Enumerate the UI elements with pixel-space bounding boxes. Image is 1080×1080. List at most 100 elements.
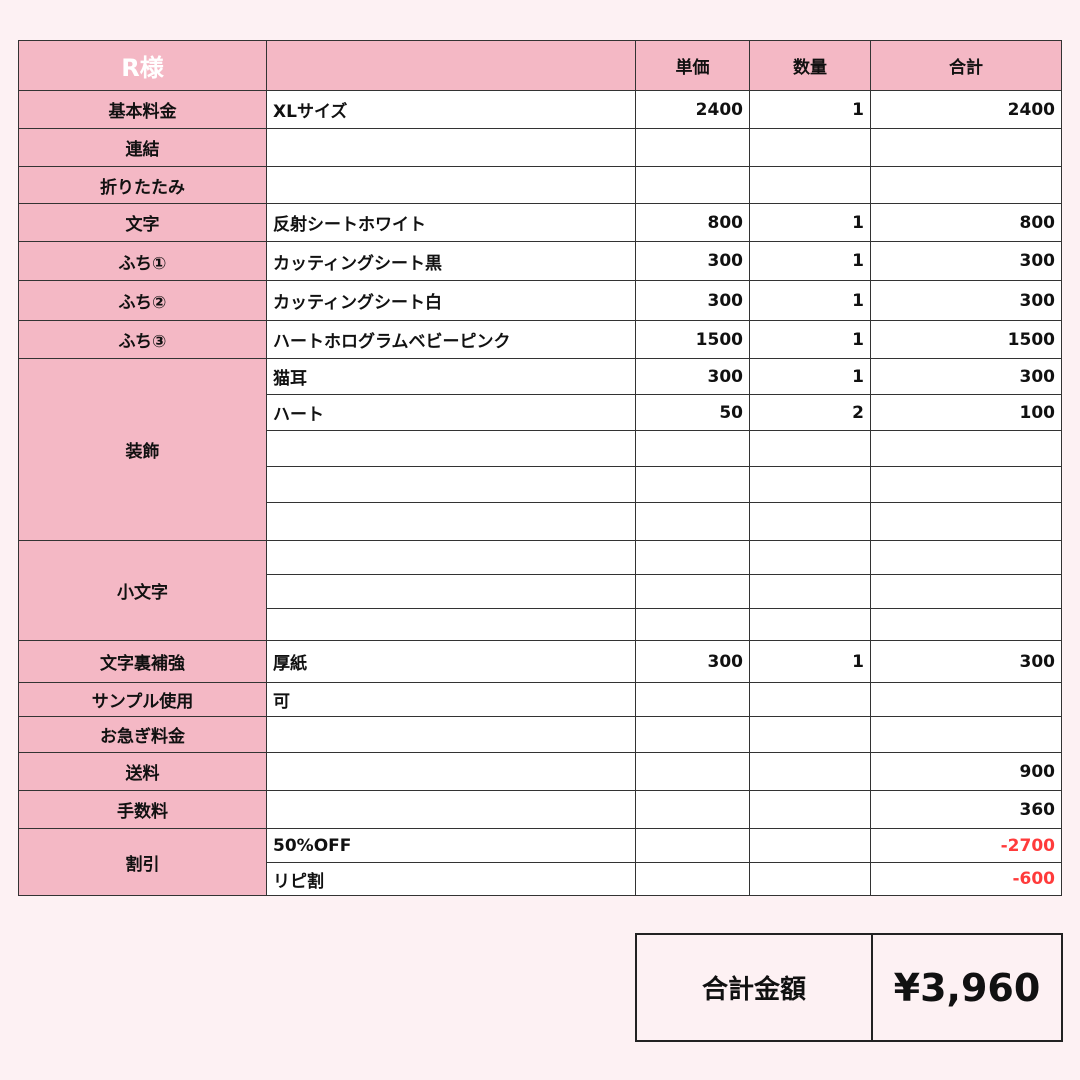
item-description: リピ割 (266, 862, 636, 896)
row-label: 割引 (18, 828, 267, 896)
grand-total-box: 合計金額 ¥3,960 (635, 933, 1063, 1042)
total-cell (870, 466, 1062, 503)
item-description (266, 166, 636, 204)
total-cell (870, 716, 1062, 753)
item-description: 50%OFF (266, 828, 636, 863)
unit-price-cell (635, 752, 750, 791)
quantity-cell: 2 (749, 394, 871, 431)
unit-price-cell (635, 540, 750, 575)
total-cell (870, 502, 1062, 541)
table-row: ふち③ ハートホログラムベビーピンク 1500 1 1500 (18, 320, 1062, 359)
quantity-cell: 1 (749, 241, 871, 281)
table-row: 連結 (18, 128, 1062, 167)
unit-price-cell: 300 (635, 640, 750, 683)
item-description (266, 466, 636, 503)
unit-price-cell (635, 682, 750, 717)
row-label: サンプル使用 (18, 682, 267, 717)
item-description: ハート (266, 394, 636, 431)
quantity-cell (749, 430, 871, 467)
unit-price-cell (635, 790, 750, 829)
total-cell: 1500 (870, 320, 1062, 359)
quantity-cell (749, 574, 871, 609)
quantity-cell (749, 166, 871, 204)
table-row: 小文字 (18, 540, 1062, 641)
header-quantity: 数量 (749, 40, 871, 91)
table-row: ふち② カッティングシート白 300 1 300 (18, 280, 1062, 321)
table-row (19, 430, 1062, 467)
quantity-cell (749, 502, 871, 541)
unit-price-cell: 2400 (635, 90, 750, 129)
table-row: 文字裏補強 厚紙 300 1 300 (18, 640, 1062, 683)
total-cell: -600 (870, 862, 1062, 896)
grand-total-label: 合計金額 (637, 935, 873, 1040)
total-cell: 900 (870, 752, 1062, 791)
unit-price-cell: 300 (635, 358, 750, 395)
item-description: 可 (266, 682, 636, 717)
row-label: お急ぎ料金 (18, 716, 267, 753)
table-row: 送料 900 (18, 752, 1062, 791)
total-cell (870, 608, 1062, 641)
total-cell: 100 (870, 394, 1062, 431)
total-cell (870, 430, 1062, 467)
item-description: XLサイズ (266, 90, 636, 129)
total-cell: 300 (870, 280, 1062, 321)
row-label: 文字 (18, 203, 267, 242)
total-cell: 2400 (870, 90, 1062, 129)
total-cell: -2700 (870, 828, 1062, 863)
total-cell (870, 682, 1062, 717)
item-description (266, 502, 636, 541)
total-cell: 360 (870, 790, 1062, 829)
unit-price-cell (635, 574, 750, 609)
quantity-cell (749, 790, 871, 829)
total-cell: 800 (870, 203, 1062, 242)
unit-price-cell (635, 166, 750, 204)
item-description (266, 608, 636, 641)
unit-price-cell (635, 716, 750, 753)
table-row (19, 466, 1062, 503)
row-label: 送料 (18, 752, 267, 791)
item-description: ハートホログラムベビーピンク (266, 320, 636, 359)
unit-price-cell (635, 502, 750, 541)
item-description: カッティングシート黒 (266, 241, 636, 281)
quantity-cell (749, 828, 871, 863)
row-label: ふち① (18, 241, 267, 281)
table-row: サンプル使用可 (18, 682, 1062, 717)
quantity-cell: 1 (749, 90, 871, 129)
unit-price-cell (635, 862, 750, 896)
item-description: 厚紙 (266, 640, 636, 683)
item-description (266, 752, 636, 791)
unit-price-cell (635, 608, 750, 641)
item-description (266, 574, 636, 609)
quantity-cell: 1 (749, 640, 871, 683)
total-cell (870, 540, 1062, 575)
table-row: リピ割 -600 (19, 862, 1062, 896)
table-row: ハート 50 2 100 (19, 394, 1062, 431)
total-cell: 300 (870, 358, 1062, 395)
total-cell (870, 166, 1062, 204)
table-row: ふち① カッティングシート黒 300 1 300 (18, 241, 1062, 281)
header-unit-price: 単価 (635, 40, 750, 91)
row-label: 装飾 (18, 358, 267, 541)
quantity-cell (749, 716, 871, 753)
item-description: 反射シートホワイト (266, 203, 636, 242)
unit-price-cell (635, 466, 750, 503)
item-description (266, 540, 636, 575)
grand-total-value: ¥3,960 (893, 965, 1041, 1010)
estimate-table: R様 単価 数量 合計 基本料金 XLサイズ 2400 1 2400 連結 折りたたみ 文字反… (18, 40, 1062, 896)
item-description: 猫耳 (266, 358, 636, 395)
row-label: ふち③ (18, 320, 267, 359)
quantity-cell (749, 862, 871, 896)
item-description (266, 716, 636, 753)
row-label: 手数料 (18, 790, 267, 829)
row-label: 折りたたみ (18, 166, 267, 204)
unit-price-cell (635, 828, 750, 863)
total-cell (870, 128, 1062, 167)
quantity-cell (749, 752, 871, 791)
total-cell: 300 (870, 241, 1062, 281)
quantity-cell (749, 540, 871, 575)
unit-price-cell: 1500 (635, 320, 750, 359)
unit-price-cell (635, 128, 750, 167)
row-label: 小文字 (18, 540, 267, 641)
customer-name: R様 (18, 40, 267, 91)
total-cell: 300 (870, 640, 1062, 683)
